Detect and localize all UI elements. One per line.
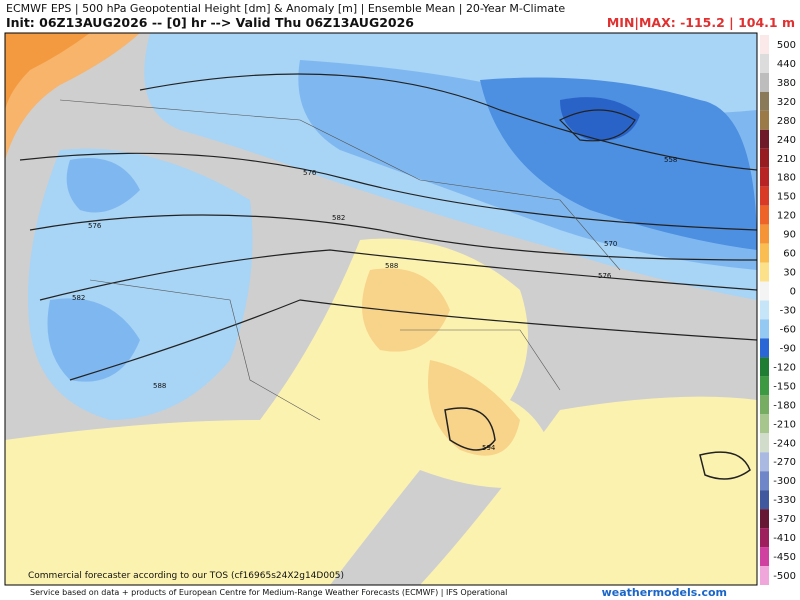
contour-label: 588 <box>385 262 398 270</box>
colorbar-label: -60 <box>780 324 796 335</box>
colorbar-swatch <box>760 91 769 111</box>
colorbar-label: -210 <box>773 419 796 430</box>
contour-label: 576 <box>598 272 612 280</box>
colorbar-swatch <box>760 281 769 301</box>
colorbar-swatch <box>760 547 769 567</box>
colorbar-label: -90 <box>780 343 796 354</box>
contour-label: 558 <box>664 156 677 164</box>
colorbar-label: 120 <box>777 211 796 222</box>
colorbar-swatch <box>760 53 769 73</box>
colorbar-swatch <box>760 224 769 244</box>
colorbar-swatch <box>760 433 769 453</box>
colorbar-label: -150 <box>773 381 796 392</box>
colorbar-label: 210 <box>777 154 796 165</box>
map: 576 582 588 576 582 588 594 570 576 558 … <box>4 32 758 586</box>
contour-label: 576 <box>303 169 317 177</box>
colorbar-swatch <box>760 148 769 168</box>
contour-label: 588 <box>153 382 166 390</box>
contour-label: 576 <box>88 222 102 230</box>
colorbar-swatch <box>760 35 769 54</box>
colorbar-swatch <box>760 243 769 263</box>
height-contour <box>19 73 758 381</box>
header-valid: Init: 06Z13AUG2026 -- [0] hr --> Valid T… <box>6 15 414 30</box>
colorbar-label: 440 <box>777 59 796 70</box>
contour-label: 582 <box>72 294 85 302</box>
contour-label: 594 <box>482 444 496 452</box>
anomaly-area <box>560 97 640 141</box>
colorbar-label: 320 <box>777 97 796 108</box>
colorbar-swatch <box>760 414 769 434</box>
map-frame <box>4 32 758 586</box>
colorbar-swatch <box>760 395 769 415</box>
colorbar-label: 150 <box>777 192 796 203</box>
colorbar-label: 280 <box>777 116 796 127</box>
colorbar-label: -330 <box>773 495 796 506</box>
colorbar-label: 0 <box>790 287 796 298</box>
height-contour <box>444 407 751 480</box>
colorbar-label: 500 <box>777 40 796 51</box>
colorbar-swatch <box>760 72 769 92</box>
colorbar: 500 440 380 320 280 240 210 180 150 120 90 60 30 0 -30… <box>760 35 796 585</box>
colorbar-label: -410 <box>773 533 796 544</box>
colorbar-swatch <box>760 167 769 187</box>
anomaly-area <box>480 77 757 250</box>
height-contour <box>558 109 636 142</box>
colorbar-swatch <box>760 509 769 529</box>
colorbar-swatch <box>760 262 769 282</box>
brand: weathermodels.com <box>602 586 727 599</box>
colorbar-swatch <box>760 319 769 339</box>
anomaly-area <box>420 396 757 585</box>
colorbar-swatch <box>760 566 769 585</box>
colorbar-label: -120 <box>773 362 796 373</box>
colorbar-swatch <box>760 186 769 206</box>
colorbar-swatch <box>760 110 769 130</box>
colorbar-swatch <box>760 357 769 377</box>
contour-label: 570 <box>604 240 617 248</box>
colorbar-swatch <box>760 129 769 149</box>
contour-label: 582 <box>332 214 345 222</box>
border-line <box>59 99 621 421</box>
colorbar-label: -240 <box>773 438 796 449</box>
colorbar-label: 180 <box>777 173 796 184</box>
colorbar-label: 30 <box>783 268 796 279</box>
colorbar-label: 380 <box>777 78 796 89</box>
anomaly-area <box>47 298 140 382</box>
colorbar-label: 90 <box>783 230 796 241</box>
min-max: MIN|MAX: -115.2 | 104.1 m <box>607 15 795 30</box>
colorbar-label: -300 <box>773 476 796 487</box>
colorbar-swatch <box>760 300 769 320</box>
colorbar-label: -30 <box>780 306 796 317</box>
colorbar-swatch <box>760 376 769 396</box>
anomaly-area <box>66 158 140 213</box>
colorbar-swatch <box>760 205 769 225</box>
colorbar-swatch <box>760 490 769 510</box>
colorbar-swatch <box>760 338 769 358</box>
anomaly-area <box>5 33 90 110</box>
colorbar-label: 60 <box>783 249 796 260</box>
header-title: ECMWF EPS | 500 hPa Geopotential Height … <box>6 2 565 15</box>
colorbar-label: 240 <box>777 135 796 146</box>
colorbar-swatch <box>760 452 769 472</box>
colorbar-label: -370 <box>773 514 796 525</box>
colorbar-label: -500 <box>773 571 796 582</box>
colorbar-swatch <box>760 528 769 548</box>
colorbar-label: -180 <box>773 400 796 411</box>
colorbar-swatch <box>760 471 769 491</box>
colorbar-label: -270 <box>773 457 796 468</box>
colorbar-label: -450 <box>773 552 796 563</box>
anomaly-area <box>428 360 520 456</box>
watermark: Commercial forecaster according to our T… <box>28 571 344 581</box>
anomaly-area <box>362 268 450 352</box>
footer: Service based on data + products of Euro… <box>30 588 507 597</box>
